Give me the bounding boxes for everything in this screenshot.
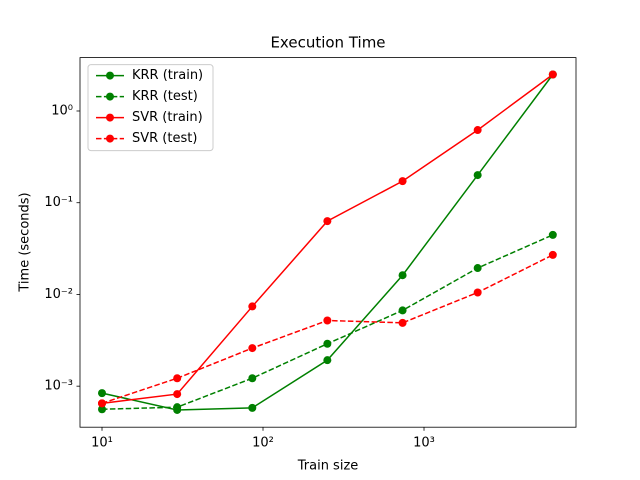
data-point <box>398 318 407 327</box>
chart-title: Execution Time <box>270 34 385 52</box>
plot-frame <box>79 57 577 428</box>
data-point <box>173 403 182 412</box>
data-point <box>323 356 332 365</box>
data-point <box>398 177 407 186</box>
data-point <box>323 217 332 226</box>
data-point <box>173 374 182 383</box>
data-point <box>323 316 332 325</box>
x-tick-label: 10¹ <box>91 436 113 451</box>
data-point <box>548 250 557 259</box>
data-point <box>398 306 407 315</box>
data-point <box>323 339 332 348</box>
legend-label: KRR (test) <box>132 89 198 104</box>
y-tick-label: 10⁻³ <box>44 379 73 394</box>
x-tick-label: 10² <box>252 436 274 451</box>
legend-marker <box>106 92 114 101</box>
data-point <box>98 405 107 414</box>
y-tick-label: 10⁻² <box>44 287 73 302</box>
data-point <box>248 403 257 412</box>
data-point <box>173 390 182 399</box>
legend-box <box>87 64 214 152</box>
legend-marker <box>106 71 114 80</box>
legend-label: SVR (test) <box>132 131 197 146</box>
legend-label: SVR (train) <box>132 110 203 125</box>
y-tick-label: 10⁰ <box>51 103 73 118</box>
legend-label: KRR (train) <box>132 68 203 83</box>
data-point <box>248 344 257 353</box>
data-point <box>98 389 107 398</box>
data-point <box>548 70 557 79</box>
data-point <box>473 264 482 273</box>
y-tick-label: 10⁻¹ <box>44 195 73 210</box>
y-axis-label: Time (seconds) <box>18 192 33 292</box>
x-axis-label: Train size <box>297 459 359 474</box>
data-point <box>398 271 407 280</box>
data-point <box>98 399 107 408</box>
data-point <box>248 302 257 311</box>
data-point <box>473 171 482 180</box>
data-point <box>473 126 482 135</box>
data-point <box>548 230 557 239</box>
data-point <box>473 288 482 297</box>
legend-marker <box>106 113 114 122</box>
legend-marker <box>106 134 114 143</box>
data-point <box>248 374 257 383</box>
x-tick-label: 10³ <box>413 436 435 451</box>
